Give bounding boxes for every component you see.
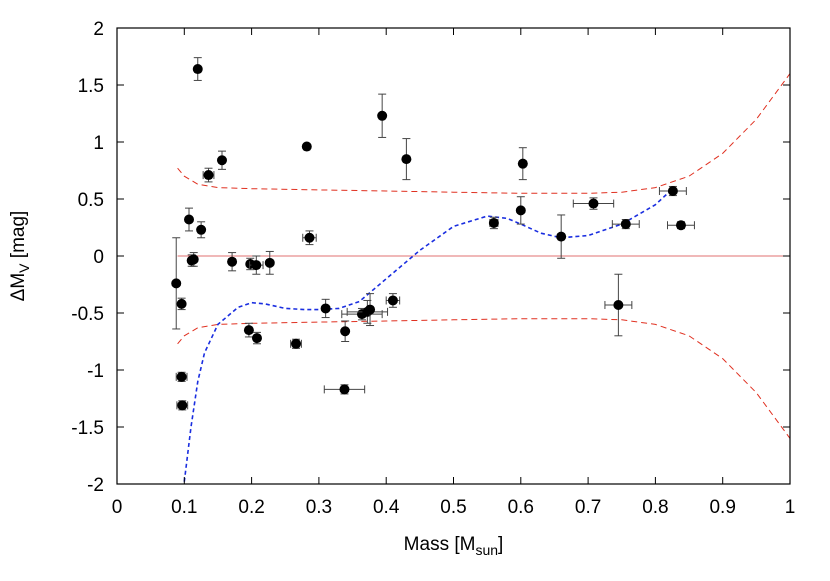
- curves-layer: [177, 73, 791, 482]
- x-tick-label: 0.2: [238, 497, 264, 518]
- data-point: [401, 154, 412, 165]
- y-tick-label: 0.5: [78, 190, 104, 211]
- data-point: [176, 298, 187, 309]
- y-tick-label: -1: [87, 361, 104, 382]
- x-tick-label: 0.4: [373, 497, 400, 518]
- y-tick-label: -2: [87, 475, 104, 496]
- data-point: [488, 217, 499, 228]
- x-tick-label: 0.6: [508, 497, 534, 518]
- data-point: [667, 186, 678, 197]
- data-point: [177, 400, 188, 411]
- x-tick-label: 0.9: [709, 497, 735, 518]
- y-axis-title: ΔMV [mag]: [8, 211, 32, 302]
- x-tick-label: 0.5: [440, 497, 466, 518]
- data-point: [304, 232, 315, 243]
- data-point: [251, 333, 262, 344]
- ticks-layer: [116, 27, 791, 485]
- y-tick-label: 1: [93, 133, 104, 154]
- data-point: [387, 295, 398, 306]
- data-point: [243, 325, 254, 336]
- y-tick-label: 2: [93, 19, 104, 40]
- data-point: [216, 155, 227, 166]
- y-tick-label: -1.5: [71, 418, 104, 439]
- x-tick-label: 1: [785, 497, 796, 518]
- x-tick-label: 0: [112, 497, 123, 518]
- data-point: [203, 170, 214, 181]
- x-tick-label: 0.1: [171, 497, 197, 518]
- data-point: [320, 303, 331, 314]
- x-axis-title: Mass [Msun]: [404, 534, 504, 558]
- data-point: [340, 326, 351, 337]
- x-tick-label: 0.8: [642, 497, 668, 518]
- data-point: [227, 256, 238, 267]
- points-layer: [171, 57, 695, 411]
- data-point: [613, 300, 624, 311]
- data-point: [188, 254, 199, 265]
- data-point: [377, 110, 388, 121]
- data-point: [515, 205, 526, 216]
- data-point: [620, 219, 631, 230]
- x-tick-label: 0.3: [306, 497, 332, 518]
- data-point: [192, 64, 203, 75]
- curve-envelope-1: [177, 73, 791, 194]
- data-point: [176, 371, 187, 382]
- data-point: [264, 257, 275, 268]
- y-tick-label: 0: [93, 247, 104, 268]
- data-point: [588, 198, 599, 209]
- data-point: [556, 231, 567, 242]
- curve-fit-3: [183, 191, 670, 482]
- data-point: [339, 384, 350, 395]
- data-point: [251, 260, 262, 271]
- y-tick-label: 1.5: [78, 76, 104, 97]
- data-point: [171, 278, 182, 289]
- x-tick-label: 0.7: [575, 497, 601, 518]
- tick-labels-layer: 0 0.1 0.2 0.3 0.4 0.5 0.6 0.7 0.8 0.9 1 2 1.5 1 0.5 0 -0…: [71, 19, 795, 518]
- data-point: [365, 304, 376, 315]
- data-point: [675, 220, 686, 231]
- data-point: [301, 141, 312, 152]
- data-point: [196, 224, 207, 235]
- curve-envelope-2: [177, 318, 791, 439]
- data-point: [517, 158, 528, 169]
- data-point: [291, 338, 302, 349]
- data-point: [184, 214, 195, 225]
- y-tick-label: -0.5: [71, 304, 104, 325]
